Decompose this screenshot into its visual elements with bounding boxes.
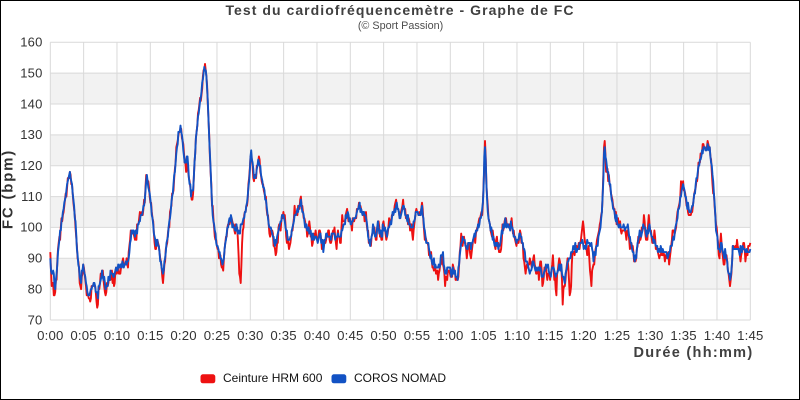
- svg-text:(© Sport Passion): (© Sport Passion): [358, 20, 443, 32]
- svg-text:1:30: 1:30: [637, 328, 663, 343]
- svg-text:0:10: 0:10: [104, 328, 130, 343]
- svg-text:120: 120: [20, 158, 42, 173]
- svg-text:1:00: 1:00: [437, 328, 463, 343]
- svg-text:0:45: 0:45: [337, 328, 363, 343]
- svg-text:1:20: 1:20: [570, 328, 596, 343]
- svg-text:150: 150: [20, 66, 42, 81]
- svg-text:1:25: 1:25: [604, 328, 630, 343]
- svg-text:1:45: 1:45: [737, 328, 763, 343]
- svg-text:70: 70: [28, 312, 43, 327]
- svg-text:100: 100: [20, 220, 42, 235]
- svg-text:0:00: 0:00: [37, 328, 63, 343]
- svg-text:0:30: 0:30: [237, 328, 263, 343]
- svg-text:Durée (hh:mm): Durée (hh:mm): [633, 345, 753, 361]
- svg-text:Test du cardiofréquencemètre -: Test du cardiofréquencemètre - Graphe de…: [225, 2, 574, 18]
- svg-text:160: 160: [20, 35, 42, 50]
- svg-text:140: 140: [20, 96, 42, 111]
- svg-text:0:05: 0:05: [70, 328, 96, 343]
- svg-text:0:20: 0:20: [170, 328, 196, 343]
- svg-text:COROS NOMAD: COROS NOMAD: [354, 371, 446, 385]
- svg-text:FC (bpm): FC (bpm): [0, 149, 17, 229]
- svg-text:0:25: 0:25: [204, 328, 230, 343]
- svg-text:90: 90: [28, 251, 43, 266]
- svg-text:0:35: 0:35: [270, 328, 296, 343]
- svg-text:80: 80: [28, 281, 43, 296]
- svg-text:0:55: 0:55: [404, 328, 430, 343]
- svg-text:0:50: 0:50: [370, 328, 396, 343]
- svg-text:1:05: 1:05: [470, 328, 496, 343]
- svg-text:1:10: 1:10: [504, 328, 530, 343]
- svg-text:110: 110: [21, 189, 42, 204]
- svg-text:1:35: 1:35: [670, 328, 696, 343]
- svg-text:0:15: 0:15: [137, 328, 163, 343]
- svg-text:130: 130: [20, 127, 42, 142]
- svg-text:0:40: 0:40: [304, 328, 330, 343]
- svg-text:1:15: 1:15: [537, 328, 563, 343]
- svg-text:1:40: 1:40: [704, 328, 730, 343]
- svg-text:Ceinture HRM 600: Ceinture HRM 600: [223, 371, 323, 385]
